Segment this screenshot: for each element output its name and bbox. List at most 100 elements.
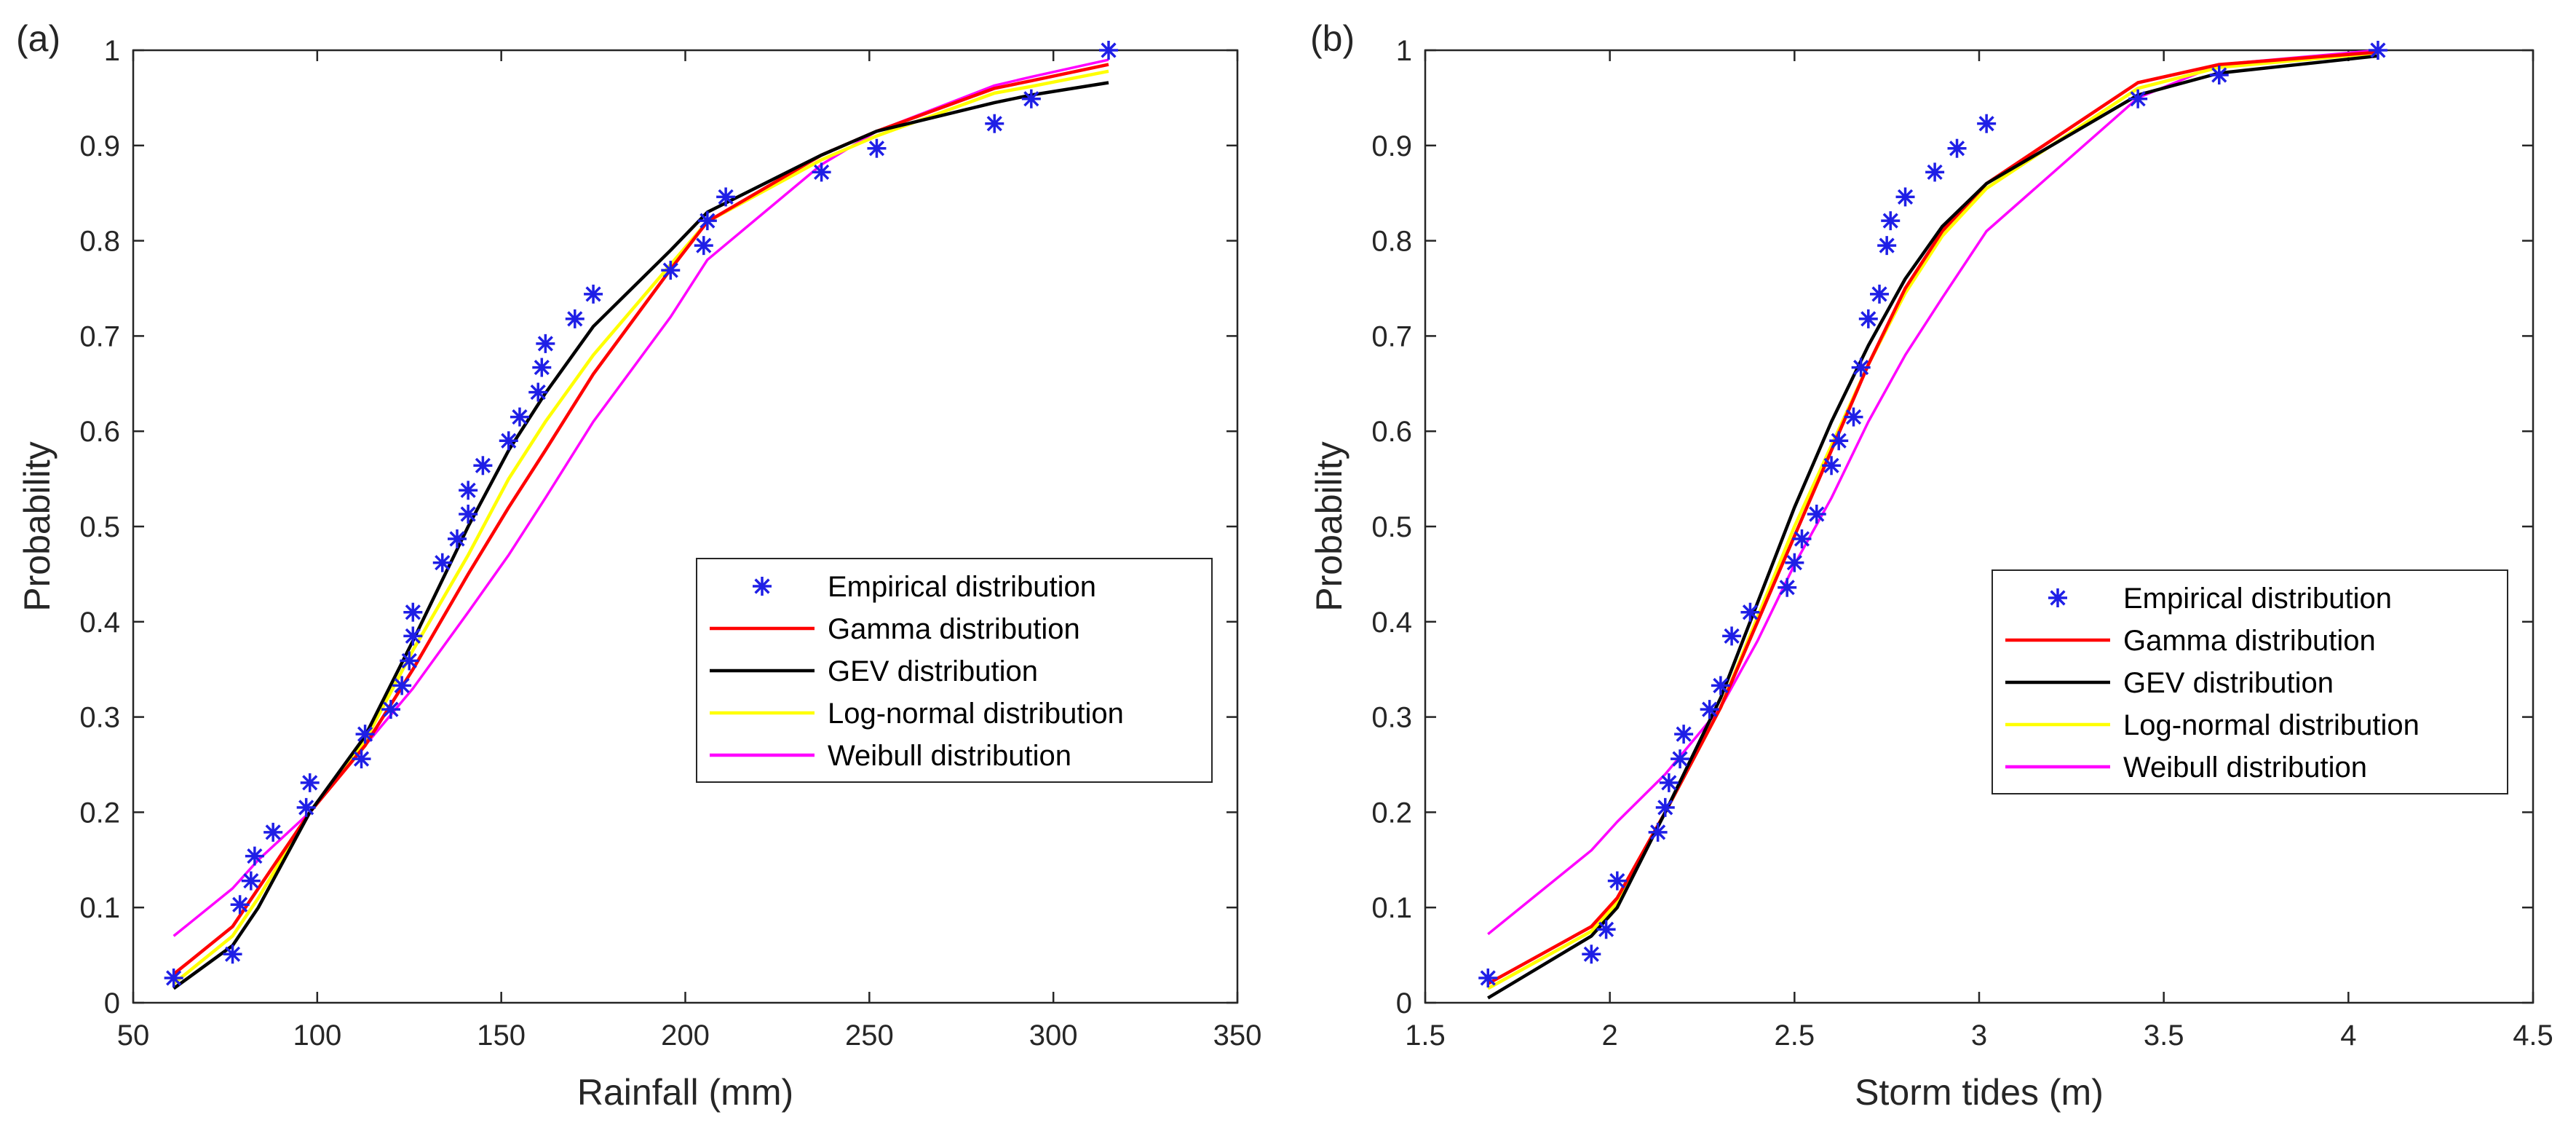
legend-label: Gamma distribution xyxy=(828,613,1080,645)
legend-entry-gev: GEV distribution xyxy=(2005,667,2334,699)
empirical-point xyxy=(661,261,681,280)
legend-entry-lognormal: Log-normal distribution xyxy=(710,698,1124,730)
empirical-point xyxy=(812,162,831,182)
panel-b: (b) 1.5 2 2.5 3 3.5 4 4.5 0 0.1 0.2 0.3 0.4 0.5 0.6 0.7… xyxy=(1309,18,2553,1113)
panel-tag: (b) xyxy=(1310,18,1355,59)
empirical-point xyxy=(499,431,518,451)
y-tick-label: 0.3 xyxy=(1371,702,1412,734)
empirical-point xyxy=(241,871,261,891)
empirical-point xyxy=(1785,553,1804,572)
x-axis-label: Storm tides (m) xyxy=(1855,1072,2104,1113)
legend-entry-lognormal: Log-normal distribution xyxy=(2005,709,2420,741)
x-tick-label: 350 xyxy=(1213,1019,1262,1052)
panel-tag: (a) xyxy=(16,18,60,59)
legend: Empirical distribution Gamma distribution… xyxy=(1992,569,2508,794)
y-tick-label: 0.5 xyxy=(1371,511,1412,543)
legend-label: Weibull distribution xyxy=(828,740,1071,772)
y-tick-label: 1 xyxy=(104,35,120,67)
legend: Empirical distribution Gamma distribution… xyxy=(696,558,1213,783)
panel-a: (a) 50 100 150 200 250 300 350 0 0.1 0.2 0.3 0.4 0.5 0… xyxy=(16,18,1261,1113)
empirical-point xyxy=(403,626,423,646)
empirical-point xyxy=(1671,749,1690,769)
empirical-point xyxy=(1674,725,1694,744)
empirical-point xyxy=(1655,797,1675,817)
empirical-point xyxy=(1947,138,1967,158)
empirical-point xyxy=(1596,920,1616,939)
empirical-point xyxy=(2209,66,2229,85)
y-tick-label: 0.4 xyxy=(1371,607,1412,639)
empirical-point xyxy=(1478,968,1498,987)
empirical-point xyxy=(2128,89,2148,109)
y-tick-label: 0.9 xyxy=(79,130,120,162)
y-tick-label: 0.7 xyxy=(79,320,120,352)
empirical-point xyxy=(1881,211,1901,231)
series-line-gev xyxy=(1487,54,2379,1000)
empirical-point xyxy=(263,822,283,842)
empirical-point xyxy=(565,309,584,328)
empirical-point xyxy=(1977,114,1997,133)
empirical-point xyxy=(1700,700,1719,719)
x-tick-label: 3.5 xyxy=(2144,1019,2184,1052)
empirical-point xyxy=(985,114,1004,133)
legend-entry-gev: GEV distribution xyxy=(710,655,1038,687)
y-tick-label: 0.6 xyxy=(1371,416,1412,448)
empirical-point xyxy=(1711,676,1730,695)
series-line-weibull xyxy=(1487,49,2379,936)
empirical-point xyxy=(1099,41,1119,60)
empirical-point xyxy=(230,895,250,915)
empirical-point xyxy=(473,456,493,476)
legend-entry-weibull: Weibull distribution xyxy=(710,740,1071,772)
x-tick-label: 50 xyxy=(117,1019,150,1052)
legend-marker-empirical xyxy=(2048,588,2067,607)
empirical-point xyxy=(1722,626,1742,646)
x-tick-label: 300 xyxy=(1029,1019,1078,1052)
empirical-point xyxy=(1021,89,1041,109)
y-tick-label: 0 xyxy=(104,987,120,1019)
empirical-point xyxy=(1829,431,1849,451)
legend-label: Log-normal distribution xyxy=(2123,709,2420,741)
legend-label: Empirical distribution xyxy=(828,571,1096,603)
series-line-gamma xyxy=(173,63,1109,976)
empirical-point xyxy=(355,725,375,744)
empirical-point xyxy=(528,382,548,402)
empirical-point xyxy=(245,846,264,866)
y-tick-label: 0.6 xyxy=(79,416,120,448)
empirical-point xyxy=(459,504,478,524)
y-tick-label: 0.2 xyxy=(79,797,120,829)
empirical-point xyxy=(867,138,887,158)
empirical-point xyxy=(1851,358,1871,377)
legend-label: GEV distribution xyxy=(828,655,1038,687)
empirical-point xyxy=(584,284,603,304)
y-tick-label: 0.3 xyxy=(79,702,120,734)
empirical-point xyxy=(1925,162,1945,182)
y-axis-label: Probability xyxy=(1309,441,1350,611)
empirical-point xyxy=(459,481,478,500)
legend-marker-empirical xyxy=(753,577,772,596)
y-tick-label: 0.5 xyxy=(79,511,120,543)
empirical-point xyxy=(1740,602,1760,622)
empirical-point xyxy=(381,700,400,719)
empirical-point xyxy=(432,553,452,572)
y-tick-label: 0.4 xyxy=(79,607,120,639)
x-tick-label: 3 xyxy=(1971,1019,1987,1052)
x-tick-label: 4 xyxy=(2340,1019,2356,1052)
empirical-point xyxy=(2368,41,2387,60)
y-tick-label: 0.7 xyxy=(1371,320,1412,352)
x-axis-label: Rainfall (mm) xyxy=(577,1072,793,1113)
empirical-point xyxy=(716,187,736,207)
empirical-point xyxy=(1807,504,1826,524)
empirical-point xyxy=(1648,822,1668,842)
empirical-point xyxy=(694,236,713,256)
empirical-point xyxy=(1659,773,1679,792)
legend-entry-empirical: Empirical distribution xyxy=(753,571,1096,603)
y-tick-label: 1 xyxy=(1396,35,1412,67)
empirical-point xyxy=(532,358,552,377)
legend-label: Log-normal distribution xyxy=(828,698,1124,730)
empirical-point xyxy=(296,797,316,817)
empirical-point xyxy=(1792,529,1812,549)
legend-entry-gamma: Gamma distribution xyxy=(710,613,1080,645)
x-tick-label: 200 xyxy=(661,1019,710,1052)
y-tick-label: 0.8 xyxy=(79,226,120,258)
legend-label: Weibull distribution xyxy=(2123,752,2367,784)
